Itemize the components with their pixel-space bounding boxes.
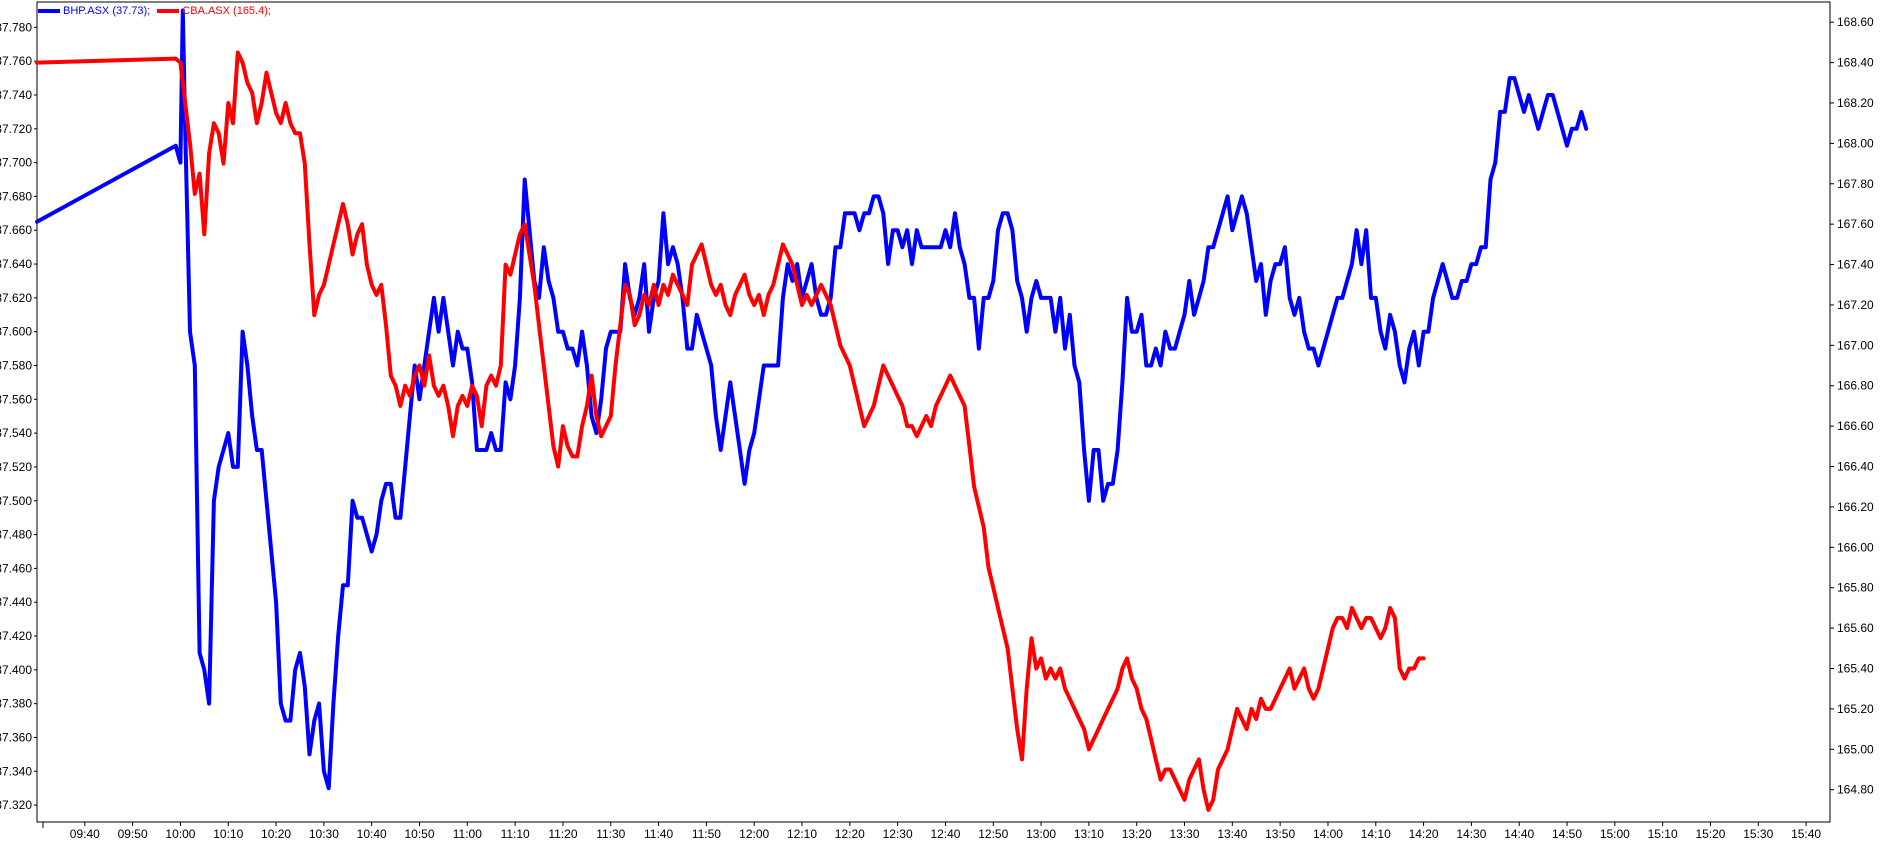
left-tick-label: 37.380 xyxy=(0,697,32,711)
x-tick-label: 11:00 xyxy=(453,827,482,841)
x-tick-label: 12:30 xyxy=(883,827,913,841)
left-tick-label: 37.620 xyxy=(0,291,32,305)
left-tick-label: 37.660 xyxy=(0,223,32,237)
right-tick-label: 168.40 xyxy=(1837,56,1874,70)
x-tick-label: 13:50 xyxy=(1265,827,1295,841)
x-tick-label: 12:40 xyxy=(930,827,960,841)
legend-label-bhp: BHP.ASX (37.73); xyxy=(63,5,150,17)
left-tick-label: 37.420 xyxy=(0,629,32,643)
x-tick-label: 14:20 xyxy=(1409,827,1439,841)
legend-item-bhp: BHP.ASX (37.73); xyxy=(38,5,150,17)
right-tick-label: 165.60 xyxy=(1837,621,1874,635)
x-tick-label: 14:50 xyxy=(1552,827,1582,841)
right-tick-label: 164.80 xyxy=(1837,783,1874,797)
left-tick-label: 37.680 xyxy=(0,189,32,203)
left-y-axis: 37.780 37.760 37.740 37.720 37.700 37.680 37.6… xyxy=(0,20,37,812)
left-tick-label: 37.700 xyxy=(0,156,32,170)
right-tick-label: 167.00 xyxy=(1837,338,1874,352)
right-tick-label: 165.00 xyxy=(1837,742,1874,756)
x-tick-label: 09:50 xyxy=(118,827,148,841)
right-tick-label: 167.20 xyxy=(1837,298,1874,312)
right-y-axis: 168.60 168.40 168.20 168.00 167.80 167.60 167.… xyxy=(1830,15,1874,796)
x-tick-label: 15:30 xyxy=(1743,827,1773,841)
left-tick-label: 37.500 xyxy=(0,494,32,508)
x-tick-label: 11:40 xyxy=(644,827,673,841)
right-tick-label: 165.20 xyxy=(1837,702,1874,716)
right-tick-label: 168.00 xyxy=(1837,136,1874,150)
x-tick-label: 10:20 xyxy=(261,827,291,841)
right-tick-label: 167.80 xyxy=(1837,177,1874,191)
left-tick-label: 37.340 xyxy=(0,764,32,778)
x-tick-label: 12:00 xyxy=(739,827,769,841)
x-tick-label: 10:30 xyxy=(309,827,339,841)
left-tick-label: 37.720 xyxy=(0,122,32,136)
left-tick-label: 37.360 xyxy=(0,730,32,744)
legend: BHP.ASX (37.73); CBA.ASX (165.4); xyxy=(38,4,275,17)
x-tick-label: 13:30 xyxy=(1170,827,1200,841)
x-tick-label: 11:50 xyxy=(692,827,721,841)
x-tick-label: 14:00 xyxy=(1313,827,1343,841)
right-tick-label: 166.20 xyxy=(1837,500,1874,514)
right-tick-label: 166.00 xyxy=(1837,540,1874,554)
left-tick-label: 37.400 xyxy=(0,663,32,677)
left-tick-label: 37.440 xyxy=(0,595,32,609)
x-tick-label: 14:30 xyxy=(1456,827,1486,841)
legend-swatch-cba xyxy=(157,9,179,13)
legend-item-cba: CBA.ASX (165.4); xyxy=(157,5,271,17)
right-tick-label: 168.20 xyxy=(1837,96,1874,110)
left-tick-label: 37.640 xyxy=(0,257,32,271)
x-tick-label: 11:10 xyxy=(501,827,530,841)
x-tick-label: 13:00 xyxy=(1026,827,1056,841)
left-tick-label: 37.520 xyxy=(0,460,32,474)
x-tick-label: 12:10 xyxy=(787,827,817,841)
left-tick-label: 37.600 xyxy=(0,325,32,339)
left-tick-label: 37.480 xyxy=(0,528,32,542)
left-tick-label: 37.580 xyxy=(0,359,32,373)
right-tick-label: 166.40 xyxy=(1837,460,1874,474)
left-tick-label: 37.540 xyxy=(0,426,32,440)
left-tick-label: 37.460 xyxy=(0,561,32,575)
x-tick-label: 15:10 xyxy=(1648,827,1678,841)
left-tick-label: 37.780 xyxy=(0,20,32,34)
right-tick-label: 166.80 xyxy=(1837,379,1874,393)
x-tick-label: 12:20 xyxy=(835,827,865,841)
x-tick-label: 13:10 xyxy=(1074,827,1104,841)
left-tick-label: 37.740 xyxy=(0,88,32,102)
x-tick-label: 13:40 xyxy=(1217,827,1247,841)
right-tick-label: 165.80 xyxy=(1837,581,1874,595)
x-tick-label: 11:20 xyxy=(548,827,577,841)
left-tick-label: 37.760 xyxy=(0,54,32,68)
x-tick-label: 13:20 xyxy=(1122,827,1152,841)
x-axis: 09:40 09:50 10:00 10:10 10:20 10:30 10:40 10:50… xyxy=(42,822,1821,845)
left-tick-label: 37.560 xyxy=(0,392,32,406)
right-tick-label: 165.40 xyxy=(1837,662,1874,676)
x-tick-label: 12:50 xyxy=(978,827,1008,841)
right-tick-label: 166.60 xyxy=(1837,419,1874,433)
x-tick-label: 14:10 xyxy=(1361,827,1391,841)
x-tick-label: 10:10 xyxy=(213,827,243,841)
x-tick-label: 10:40 xyxy=(357,827,387,841)
x-tick-label: 11:30 xyxy=(596,827,625,841)
x-tick-label: 09:40 xyxy=(70,827,100,841)
right-tick-label: 168.60 xyxy=(1837,15,1874,29)
x-tick-label: 10:00 xyxy=(165,827,195,841)
right-tick-label: 167.60 xyxy=(1837,217,1874,231)
x-tick-label: 15:20 xyxy=(1695,827,1725,841)
x-tick-label: 15:00 xyxy=(1600,827,1630,841)
x-tick-label: 14:40 xyxy=(1504,827,1534,841)
legend-label-cba: CBA.ASX (165.4); xyxy=(182,5,271,17)
right-tick-label: 167.40 xyxy=(1837,258,1874,272)
left-tick-label: 37.320 xyxy=(0,798,32,812)
legend-swatch-bhp xyxy=(38,9,60,13)
x-tick-label: 10:50 xyxy=(404,827,434,841)
x-tick-label: 15:40 xyxy=(1791,827,1821,841)
